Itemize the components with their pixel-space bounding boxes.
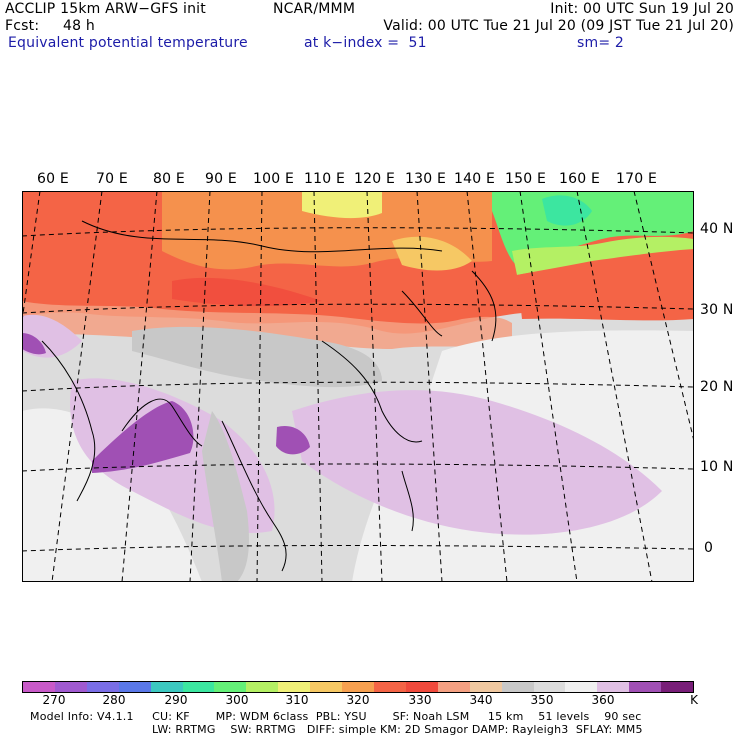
meridian-140e (466, 191, 508, 582)
colorbar-swatch (182, 682, 215, 692)
colorbar-swatch (437, 682, 470, 692)
ne-red-band (517, 253, 694, 321)
lon-label: 80 E (153, 171, 185, 187)
lon-label: 70 E (96, 171, 128, 187)
coastline-korea-japan (401, 270, 497, 342)
white-region-indian (22, 408, 202, 582)
lon-label: 160 E (559, 171, 601, 187)
lat-label: 40 N (700, 221, 734, 237)
colorbar-unit: K (690, 693, 698, 707)
meridian-110e (313, 191, 323, 582)
lon-label: 120 E (354, 171, 396, 187)
coastline-india (41, 340, 96, 502)
meridian-150e (519, 191, 578, 582)
meridian-100e (256, 191, 263, 582)
colorbar-swatch (629, 682, 662, 692)
valid-time: Valid: 00 UTC Tue 21 Jul 20 (09 JST Tue … (383, 18, 734, 34)
lat-label: 10 N (700, 459, 734, 475)
lon-label: 100 E (253, 171, 295, 187)
forecast-label: Fcst: (5, 18, 40, 34)
init-time: Init: 00 UTC Sun 19 Jul 20 (550, 1, 734, 17)
colorbar-swatch (565, 682, 598, 692)
coastline-philippines (401, 470, 414, 532)
colorbar-tick: 340 (469, 693, 493, 707)
meridian-170e (633, 191, 694, 442)
borders (81, 220, 443, 253)
lon-label: 140 E (454, 171, 496, 187)
coastline-indochina (221, 420, 287, 572)
colorbar-swatch (278, 682, 311, 692)
meridian-80e (121, 191, 158, 582)
parallel-40n (22, 227, 694, 237)
colorbar-tick: 270 (42, 693, 66, 707)
lon-label: 60 E (37, 171, 69, 187)
colorbar-tick: 290 (164, 693, 188, 707)
coastline-bengal (121, 398, 203, 447)
colorbar-tick: 330 (408, 693, 432, 707)
colorbar-swatch (214, 682, 247, 692)
colorbar (22, 681, 694, 693)
colorbar-swatch (246, 682, 279, 692)
meridian-70e (51, 191, 103, 582)
yellow-green-fringe (512, 236, 694, 275)
meridian-120e (366, 191, 383, 582)
lavender-scs-philippines (292, 390, 662, 535)
parallel-10n (22, 463, 694, 472)
colorbar-swatch (118, 682, 151, 692)
colorbar-tick: 350 (530, 693, 554, 707)
grey-land-plateau (132, 326, 382, 388)
parallel-30n (22, 303, 694, 314)
yellow-patch (302, 191, 382, 219)
lon-label: 170 E (616, 171, 658, 187)
level-info: at k−index = 51 (304, 35, 427, 51)
colorbar-swatch (373, 682, 406, 692)
equator (22, 545, 694, 552)
lat-label: 30 N (700, 302, 734, 318)
deep-red-patch (172, 277, 322, 307)
purple-core-bengal (92, 401, 194, 473)
lat-label: 20 N (700, 379, 734, 395)
model-info-line2: LW: RRTMG SW: RRTMG DIFF: simple KM: 2D … (152, 723, 643, 736)
colorbar-swatch (23, 682, 55, 692)
parallel-20n (22, 381, 694, 392)
model-title: ACCLIP 15km ARW−GFS init (5, 1, 206, 17)
colorbar-swatch (597, 682, 630, 692)
colorbar-swatch (405, 682, 438, 692)
theta-e-map (22, 191, 694, 582)
colorbar-swatch (533, 682, 566, 692)
colorbar-tick: 310 (285, 693, 309, 707)
colorbar-swatch (310, 682, 343, 692)
colorbar-swatch (54, 682, 87, 692)
colorbar-swatch (469, 682, 502, 692)
colorbar-swatch (86, 682, 119, 692)
colorbar-swatch (150, 682, 183, 692)
meridian-60e (22, 191, 41, 322)
lon-label: 90 E (205, 171, 237, 187)
purple-core-west (22, 333, 46, 355)
lon-label: 110 E (304, 171, 346, 187)
lat-label: 0 (704, 540, 714, 556)
field-name: Equivalent potential temperature (8, 35, 248, 51)
lon-label: 150 E (505, 171, 547, 187)
meridian-160e (576, 191, 653, 582)
yellow-patch-manchuria (392, 236, 472, 271)
smoothing-info: sm= 2 (577, 35, 625, 51)
colorbar-swatch (661, 682, 694, 692)
model-info-line1: Model Info: V4.1.1 CU: KF MP: WDM 6class… (30, 710, 642, 723)
colorbar-tick: 360 (591, 693, 615, 707)
colorbar-tick: 320 (346, 693, 370, 707)
center-label: NCAR/MMM (273, 1, 356, 17)
colorbar-tick: 300 (225, 693, 249, 707)
lon-label: 130 E (405, 171, 447, 187)
colorbar-tick: 280 (102, 693, 126, 707)
colorbar-swatch (501, 682, 534, 692)
meridian-130e (416, 191, 443, 582)
colorbar-swatch (342, 682, 374, 692)
forecast-hours: 48 h (63, 18, 95, 34)
indochina-land (202, 411, 249, 582)
meridian-90e (189, 191, 211, 582)
purple-core-scs (276, 425, 310, 455)
coastline-china (321, 340, 423, 443)
